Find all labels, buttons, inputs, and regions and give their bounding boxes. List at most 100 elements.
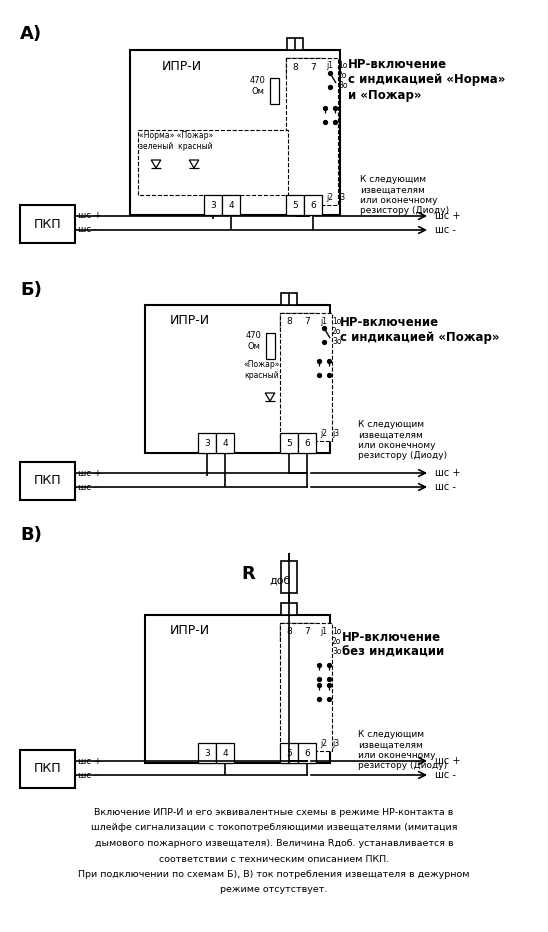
Text: НР-включение
без индикации: НР-включение без индикации: [342, 631, 444, 659]
Bar: [130, 50, 340, 215]
Text: 6: 6: [304, 438, 310, 447]
Text: ИПР-И: ИПР-И: [170, 624, 210, 637]
Bar: [280, 433, 298, 453]
Text: 4: 4: [222, 438, 228, 447]
Text: шлейфе сигнализации с токопотребляющими извещателями (имитация: шлейфе сигнализации с токопотребляющими …: [91, 824, 457, 832]
Text: шс -: шс -: [78, 483, 98, 491]
Text: шс +: шс +: [78, 212, 101, 221]
Bar: [286, 195, 304, 215]
Text: j1: j1: [326, 62, 333, 71]
Bar: [281, 603, 297, 615]
Text: шс -: шс -: [435, 225, 456, 235]
Text: j2: j2: [320, 738, 327, 747]
Text: 6: 6: [304, 748, 310, 758]
Text: 3o: 3o: [332, 336, 341, 346]
Text: 1o: 1o: [338, 62, 347, 71]
Text: шс -: шс -: [78, 771, 98, 779]
Bar: [270, 78, 278, 104]
Text: шс +: шс +: [435, 756, 460, 766]
Text: А): А): [20, 25, 42, 43]
Text: К следующим
извещателям
или оконечному
резистору (Диоду): К следующим извещателям или оконечному р…: [358, 730, 447, 770]
Bar: [280, 623, 332, 751]
Text: 470
Ом: 470 Ом: [246, 331, 262, 350]
Text: 7: 7: [304, 318, 310, 326]
Bar: [298, 743, 316, 763]
Text: шс +: шс +: [435, 211, 460, 221]
Bar: [20, 462, 75, 500]
Text: шс +: шс +: [78, 469, 101, 477]
Text: 3: 3: [210, 200, 216, 210]
Text: ИПР-И: ИПР-И: [170, 314, 210, 327]
Text: 1o: 1o: [332, 317, 341, 325]
Bar: [304, 195, 322, 215]
Bar: [198, 433, 216, 453]
Text: 3o: 3o: [332, 647, 341, 655]
Text: 4: 4: [222, 748, 228, 758]
Bar: [280, 743, 298, 763]
Text: j2: j2: [320, 429, 327, 437]
Text: 3o: 3o: [338, 81, 347, 90]
Text: В): В): [20, 526, 42, 544]
Text: 4: 4: [228, 200, 234, 210]
Text: шс +: шс +: [78, 757, 101, 765]
Bar: [280, 623, 298, 641]
Text: ПКП: ПКП: [33, 762, 61, 775]
Text: 2o: 2o: [338, 72, 347, 80]
Text: «Пожар»
красный: «Пожар» красный: [244, 361, 280, 379]
Bar: [298, 623, 316, 641]
Text: 8: 8: [286, 318, 292, 326]
Text: ИПР-И: ИПР-И: [162, 60, 202, 73]
Bar: [298, 433, 316, 453]
Text: 7: 7: [304, 627, 310, 637]
Bar: [281, 293, 297, 305]
Text: соответствии с техническим описанием ПКП.: соответствии с техническим описанием ПКП…: [159, 855, 389, 864]
Text: 3: 3: [204, 438, 210, 447]
Bar: [281, 561, 297, 593]
Text: шс -: шс -: [435, 482, 456, 492]
Text: j2: j2: [326, 193, 333, 201]
Text: 8: 8: [286, 627, 292, 637]
Text: шс -: шс -: [435, 770, 456, 780]
Text: j3: j3: [332, 738, 339, 747]
Bar: [138, 130, 288, 195]
Text: R: R: [241, 565, 255, 583]
Bar: [286, 58, 304, 76]
Text: 470
Ом: 470 Ом: [250, 76, 266, 96]
Bar: [198, 743, 216, 763]
Text: К следующим
извещателям
или оконечному
резистору (Диоду): К следующим извещателям или оконечному р…: [358, 420, 447, 460]
Bar: [222, 195, 240, 215]
Bar: [204, 195, 222, 215]
Bar: [280, 313, 332, 441]
Text: НР-включение
с индикацией «Пожар»: НР-включение с индикацией «Пожар»: [340, 316, 499, 344]
Bar: [280, 313, 298, 331]
Bar: [216, 433, 234, 453]
Text: Б): Б): [20, 281, 42, 299]
Text: 8: 8: [292, 62, 298, 72]
Bar: [286, 58, 338, 205]
Text: 5: 5: [292, 200, 298, 210]
Bar: [20, 750, 75, 788]
Text: «Норма» «Пожар»
зеленый  красный: «Норма» «Пожар» зеленый красный: [139, 131, 213, 151]
Text: j1: j1: [320, 317, 327, 325]
Bar: [298, 313, 316, 331]
Bar: [20, 205, 75, 243]
Text: 7: 7: [310, 62, 316, 72]
Bar: [145, 305, 330, 453]
Text: 5: 5: [286, 748, 292, 758]
Text: К следующим
извещателям
или оконечному
резистору (Диоду): К следующим извещателям или оконечному р…: [360, 175, 449, 215]
Bar: [304, 58, 322, 76]
Text: шс -: шс -: [78, 226, 98, 235]
Text: 6: 6: [310, 200, 316, 210]
Text: 5: 5: [286, 438, 292, 447]
Text: шс +: шс +: [435, 468, 460, 478]
Text: ПКП: ПКП: [33, 217, 61, 230]
Text: 2o: 2o: [332, 637, 341, 646]
Text: доб: доб: [269, 576, 290, 586]
Text: ПКП: ПКП: [33, 474, 61, 487]
Text: При подключении по схемам Б), В) ток потребления извещателя в дежурном: При подключении по схемам Б), В) ток пот…: [78, 870, 470, 879]
Text: 3: 3: [204, 748, 210, 758]
Text: j1: j1: [320, 626, 327, 636]
Text: НР-включение
с индикацией «Норма»
и «Пожар»: НР-включение с индикацией «Норма» и «Пож…: [348, 59, 505, 102]
Text: 2o: 2o: [332, 326, 341, 336]
Text: Включение ИПР-И и его эквивалентные схемы в режиме НР-контакта в: Включение ИПР-И и его эквивалентные схем…: [94, 808, 454, 817]
